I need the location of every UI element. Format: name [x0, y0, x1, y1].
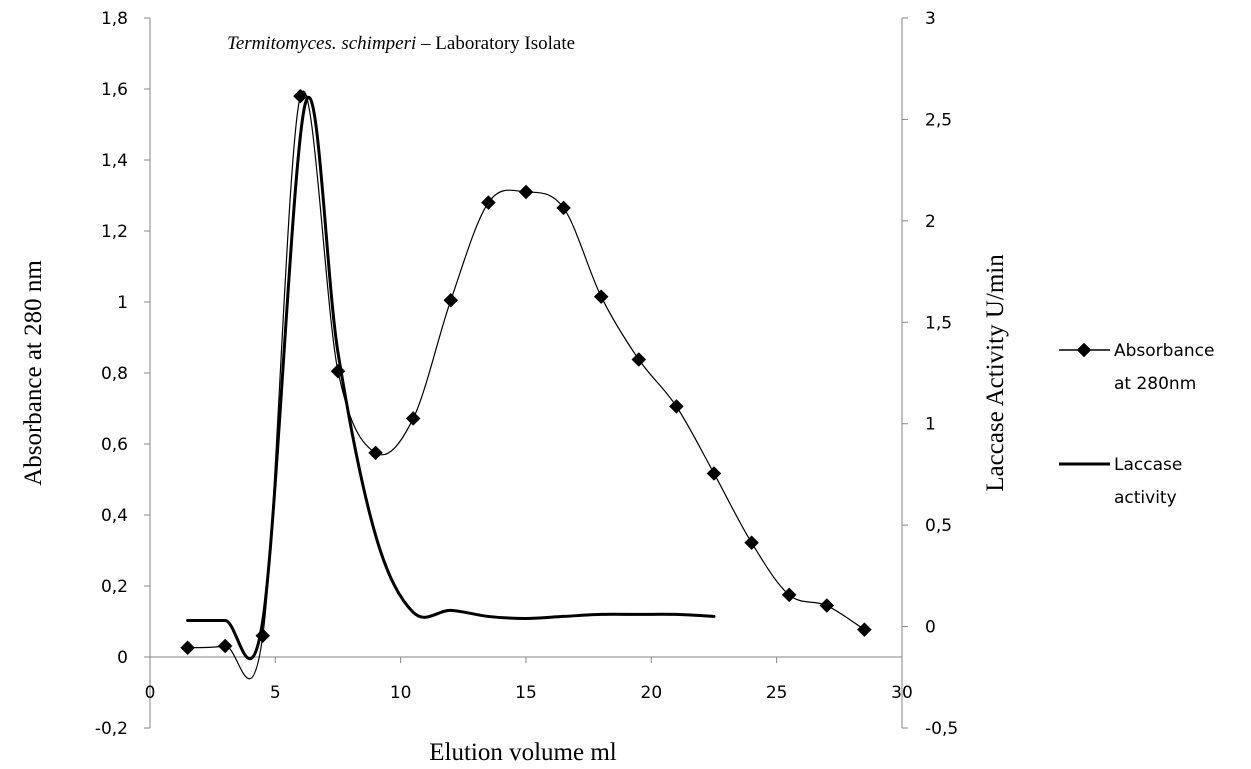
series-layer	[180, 88, 872, 680]
x-axis-tick-label: 15	[515, 683, 537, 703]
absorbance-point	[593, 289, 609, 305]
absorbance-point	[669, 399, 684, 414]
legend-label: at 280nm	[1114, 374, 1196, 394]
laccase-series	[186, 95, 716, 661]
right-axis-tick-label: 2	[925, 212, 936, 232]
absorbance-point	[217, 638, 233, 654]
chart-title: Termitomyces. schimperi – Laboratory Iso…	[227, 33, 575, 54]
absorbance-point	[781, 587, 797, 603]
x-axis-tick-label: 0	[145, 683, 156, 703]
legend-label: Absorbance	[1114, 341, 1214, 361]
absorbance-point	[255, 628, 271, 644]
x-axis: 0 5 10 15 20 25 30	[145, 656, 913, 703]
legend: Absorbance at 280nm Laccase activity	[1059, 341, 1214, 508]
absorbance-point	[819, 598, 835, 613]
legend-marker	[1076, 342, 1092, 358]
chart-title-italic: Termitomyces. schimperi	[227, 33, 416, 54]
absorbance-point	[293, 88, 308, 104]
left-axis-tick-label: 0,8	[101, 364, 128, 384]
absorbance-point	[631, 352, 647, 367]
left-axis-tick-label: 1,8	[101, 9, 128, 29]
legend-label: Laccase	[1114, 455, 1182, 475]
y2-axis-title: Laccase Activity U/min	[982, 254, 1009, 492]
legend-item: Laccase activity	[1059, 455, 1182, 508]
left-axis-tick-label: -0,2	[95, 719, 128, 739]
absorbance-point	[744, 535, 759, 551]
absorbance-line	[187, 90, 865, 680]
right-axis-tick-label: 1	[925, 415, 936, 435]
right-axis-tick-label: -0,5	[925, 719, 958, 739]
absorbance-series	[180, 88, 872, 680]
right-axis-tick-label: 0	[925, 618, 936, 638]
absorbance-point	[556, 200, 571, 216]
left-axis-tick-label: 1,2	[101, 222, 128, 242]
chart-title-rest: – Laboratory Isolate	[416, 33, 575, 54]
right-axis-tick-label: 2,5	[925, 110, 952, 130]
absorbance-point	[706, 466, 722, 481]
absorbance-point	[518, 184, 534, 200]
x-axis-tick-label: 20	[641, 683, 663, 703]
right-axis-tick-label: 0,5	[925, 516, 952, 536]
legend-label: activity	[1114, 488, 1177, 508]
x-axis-title: Elution volume ml	[429, 739, 617, 766]
right-y-axis: -0,5 0 0,5 1 1,5 2 2,5 3	[901, 9, 958, 739]
x-axis-tick-label: 30	[891, 683, 913, 703]
x-axis-tick-label: 25	[766, 683, 788, 703]
absorbance-point	[368, 445, 383, 461]
left-axis-tick-label: 0,6	[101, 435, 128, 455]
right-axis-tick-label: 1,5	[925, 313, 952, 333]
right-axis-tick-label: 3	[925, 9, 936, 29]
left-axis-tick-label: 0,2	[101, 577, 128, 597]
left-y-axis: -0,2 0 0,2 0,4 0,6 0,8 1 1,2 1,4 1,6 1,8	[95, 9, 151, 739]
legend-item: Absorbance at 280nm	[1059, 341, 1214, 394]
x-axis-tick-label: 10	[390, 683, 412, 703]
left-axis-tick-label: 1	[117, 293, 128, 313]
absorbance-point	[857, 622, 872, 638]
absorbance-point	[481, 195, 496, 210]
left-axis-tick-label: 1,6	[101, 80, 128, 100]
left-axis-tick-label: 0,4	[101, 506, 128, 526]
absorbance-point	[405, 411, 421, 426]
absorbance-point	[180, 640, 195, 656]
x-axis-tick-label: 5	[270, 683, 281, 703]
absorbance-point	[443, 292, 459, 308]
y-axis-title: Absorbance at 280 nm	[20, 260, 47, 486]
laccase-line	[186, 95, 716, 661]
left-axis-tick-label: 1,4	[101, 151, 128, 171]
left-axis-tick-label: 0	[117, 648, 128, 668]
